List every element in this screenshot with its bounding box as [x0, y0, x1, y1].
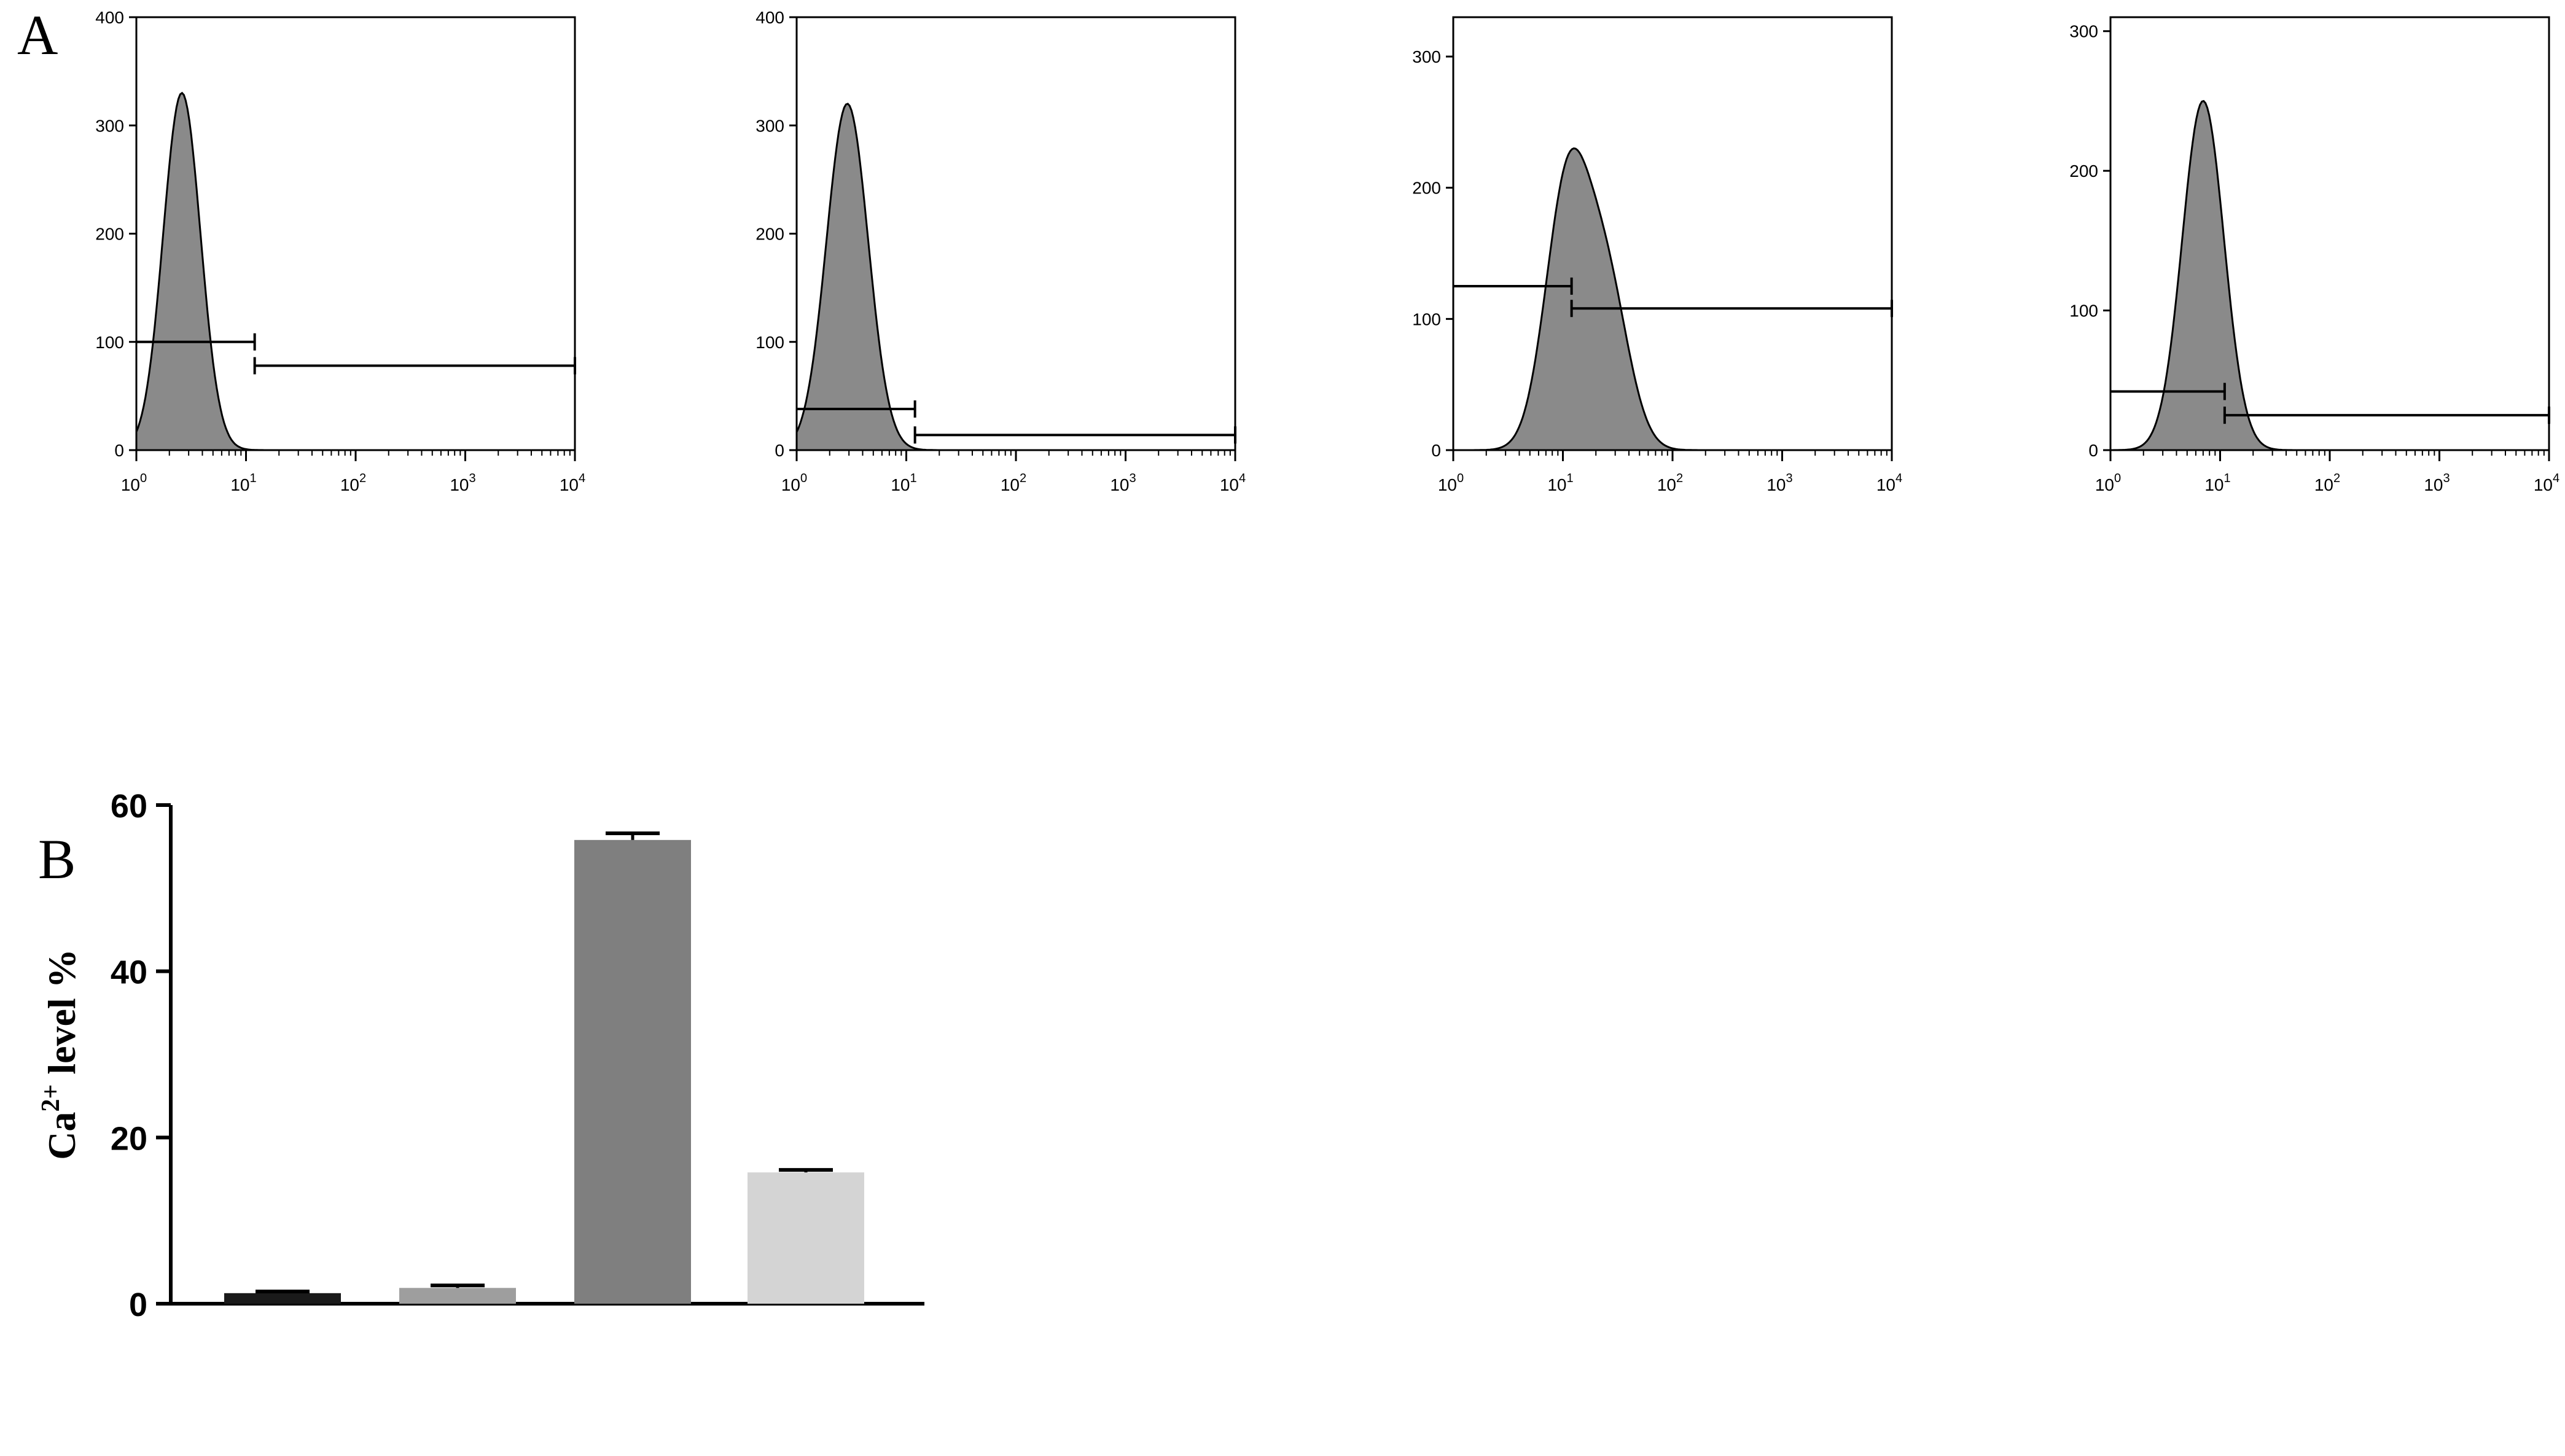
histogram-curve: [795, 103, 1235, 451]
y-tick-label: 200: [95, 225, 124, 244]
y-tick-label: 300: [755, 116, 784, 135]
y-axis-label-base: Ca: [40, 1112, 84, 1160]
x-tick-label: 104: [1876, 472, 1902, 494]
y-tick-label: 0: [1431, 441, 1441, 460]
y-tick-label: 300: [2069, 22, 2098, 41]
x-tick-label: 100: [2095, 472, 2121, 494]
histogram-panel-3: 0 100 200 300 100 101 102 103 104: [2069, 16, 2559, 494]
y-tick-label: 100: [755, 333, 784, 352]
x-tick-label: 102: [1657, 472, 1683, 494]
y-tick-label: 200: [1412, 179, 1441, 198]
y-tick-label: 40: [111, 954, 147, 991]
x-tick-label: 101: [230, 472, 256, 494]
y-tick-label: 200: [2069, 162, 2098, 181]
y-tick-label: 0: [775, 441, 784, 460]
histogram-panel-0: 0 100 200 300 400 100 101 102 103 104: [95, 8, 585, 494]
y-tick-label: 400: [755, 8, 784, 27]
histogram-curve: [2110, 99, 2549, 451]
y-tick-label: 300: [95, 116, 124, 135]
x-tick-label: 100: [1438, 472, 1464, 494]
y-tick-label: 100: [1412, 309, 1441, 329]
y-axis-label-rest: level %: [40, 949, 84, 1084]
panel-label-b: B: [38, 828, 76, 890]
y-tick-label: 200: [755, 225, 784, 244]
x-tick-label: 102: [1001, 472, 1026, 494]
x-tick-label: 103: [1767, 472, 1792, 494]
x-tick-label: 102: [2314, 472, 2340, 494]
x-tick-label: 103: [450, 472, 475, 494]
y-axis-label-superscript: 2+: [37, 1084, 65, 1112]
histogram-panel-2: 0 100 200 300 100 101 102 103 104: [1412, 16, 1902, 494]
x-tick-label: 104: [2534, 472, 2559, 494]
histogram-panel-1: 0 100 200 300 400 100 101 102 103 104: [755, 8, 1246, 494]
y-tick-label: 100: [2069, 302, 2098, 321]
bar-m: [399, 1288, 516, 1304]
bar-zea: [574, 839, 691, 1304]
x-tick-label: 103: [2424, 472, 2450, 494]
x-tick-label: 103: [1110, 472, 1136, 494]
flow-histogram-panels: 0 100 200 300 400 100 101 102 103 104 0 100 200 300 40…: [95, 8, 2559, 494]
y-axis-label: Ca2+ level %: [37, 949, 84, 1160]
x-tick-label: 100: [121, 472, 147, 494]
bar-zea-plus-m: [748, 1172, 864, 1304]
bar-con: [224, 1293, 341, 1304]
y-tick-label: 100: [95, 333, 124, 352]
histogram-curve: [1453, 147, 1892, 451]
y-tick-label: 60: [111, 788, 147, 825]
panel-label-a: A: [17, 4, 58, 66]
y-tick-label: 400: [95, 8, 124, 27]
x-tick-label: 101: [1547, 472, 1573, 494]
y-tick-label: 0: [114, 441, 124, 460]
y-tick-label: 0: [2088, 441, 2098, 460]
bar-chart: 0 20 40 60 Ca2+ level %: [37, 788, 924, 1323]
x-tick-label: 101: [2204, 472, 2230, 494]
plot-frame: [1452, 16, 1893, 451]
histogram-curve: [135, 91, 575, 451]
y-tick-label: 0: [129, 1287, 147, 1323]
x-tick-label: 102: [340, 472, 366, 494]
y-tick-label: 300: [1412, 47, 1441, 66]
x-tick-label: 104: [560, 472, 585, 494]
x-tick-label: 100: [781, 472, 807, 494]
x-tick-label: 104: [1220, 472, 1246, 494]
y-tick-label: 20: [111, 1120, 147, 1157]
x-tick-label: 101: [891, 472, 916, 494]
